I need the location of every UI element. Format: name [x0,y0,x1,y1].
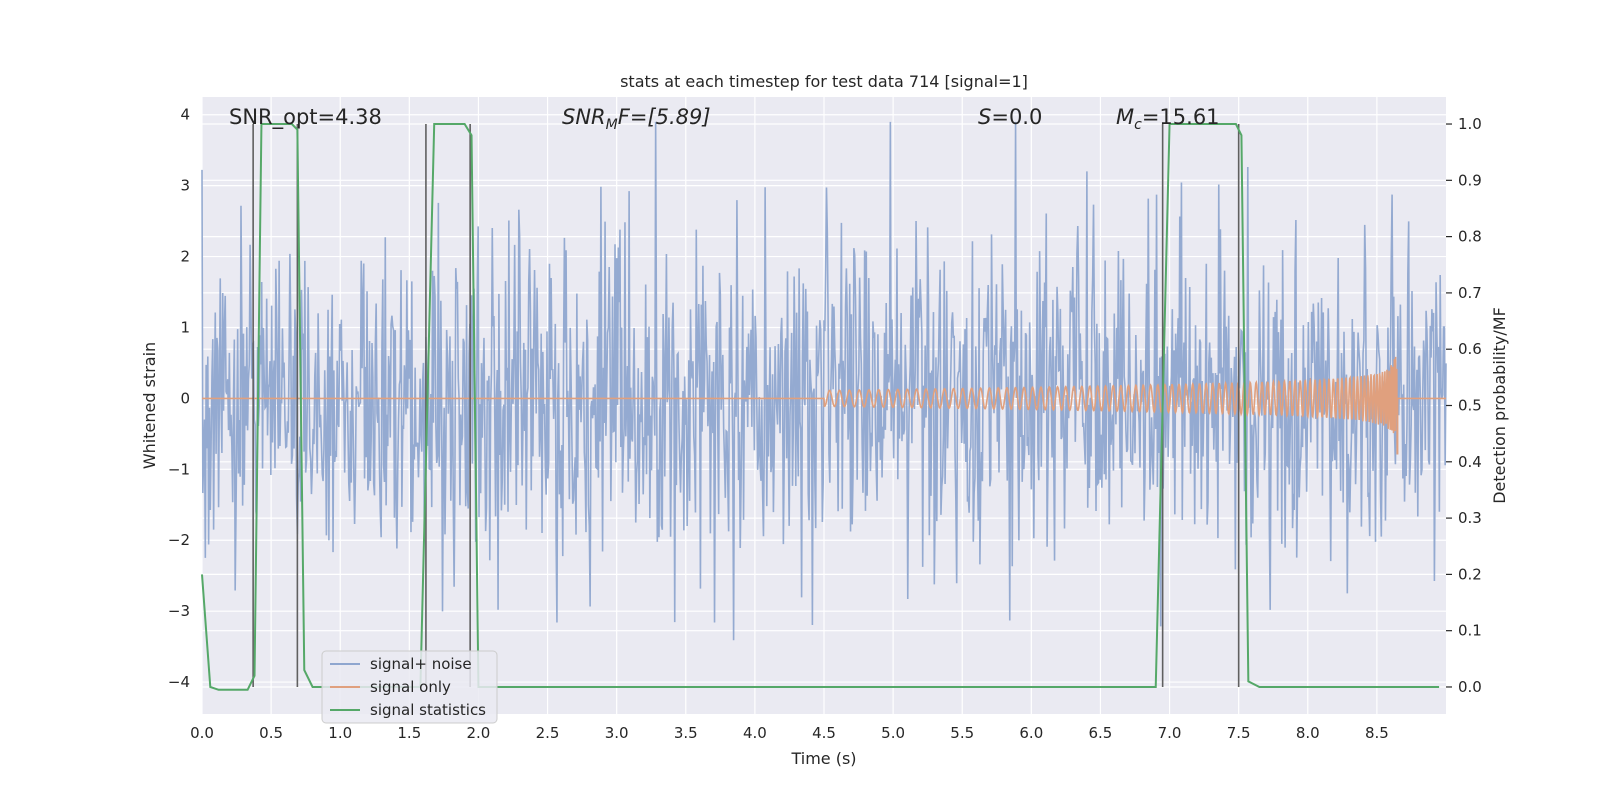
annotation-mc-sub: c [1134,117,1142,133]
annotation-snr-opt: SNR_opt=4.38 [229,105,382,130]
x-axis-ticks: 0.0 0.5 1.0 1.5 2.0 2.5 3.0 3.5 4.0 4.5 5.0 5.5 6.0 6… [190,724,1389,742]
y2-tick-label: 0.3 [1458,509,1482,527]
y2-tick-label: 0.9 [1458,171,1482,189]
y2-axis-ticks: 1.0 0.9 0.8 0.7 0.6 0.5 0.4 0.3 0.2 0.1 0.0 [1446,115,1482,696]
x-tick-label: 5.5 [950,724,974,742]
annotation-mc-rest: =15.61 [1142,105,1220,129]
x-tick-label: 1.5 [397,724,421,742]
annotation-snr-mf-rest: F=[5.89] [618,105,711,129]
y-tick-label: 4 [180,106,190,124]
x-tick-label: 3.0 [605,724,629,742]
x-tick-label: 6.5 [1089,724,1113,742]
legend-box [321,650,498,724]
y2-tick-label: 0.5 [1458,397,1482,415]
legend-label: signal only [370,678,451,696]
annotation-snr-mf-sub: M [606,117,618,133]
y2-tick-label: 0.0 [1458,678,1482,696]
legend-label: signal+ noise [370,655,472,673]
y2-tick-label: 0.7 [1458,284,1482,302]
x-tick-label: 8.0 [1296,724,1320,742]
x-axis-label: Time (s) [790,749,856,768]
x-tick-label: 8.5 [1365,724,1389,742]
y2-tick-label: 0.4 [1458,453,1482,471]
x-tick-label: 6.0 [1019,724,1043,742]
x-tick-label: 7.0 [1158,724,1182,742]
x-tick-label: 0.5 [259,724,283,742]
y-tick-label: 2 [180,248,190,266]
legend: signal+ noise signal only signal statist… [321,650,498,724]
x-tick-label: 4.5 [812,724,836,742]
x-tick-label: 5.0 [881,724,905,742]
y2-tick-label: 0.1 [1458,622,1482,640]
y-tick-label: 0 [180,389,190,407]
annotation-mc: Mc=15.61 [1116,105,1220,133]
x-tick-label: 3.5 [674,724,698,742]
y2-tick-label: 0.2 [1458,565,1482,583]
annotation-s: S=0.0 [978,105,1042,129]
x-tick-label: 1.0 [328,724,352,742]
chart-title: stats at each timestep for test data 714… [620,72,1028,91]
annotation-s-main: S [978,105,991,129]
legend-item-signal-statistics: signal statistics [330,701,486,719]
x-tick-label: 2.0 [467,724,491,742]
series-signal-statistics [201,123,1440,691]
legend-label: signal statistics [370,701,486,719]
signal-line [202,356,1446,455]
annotation-mc-main: M [1116,105,1134,129]
x-tick-label: 4.0 [743,724,767,742]
y2-axis-label: Detection probability/MF [1490,307,1509,504]
series-signal-only [202,356,1446,455]
y-tick-label: −3 [168,602,190,620]
y2-tick-label: 0.8 [1458,228,1482,246]
annotation-s-rest: =0.0 [991,105,1042,129]
annotation-snr-mf-main: SNR [562,105,606,129]
statistics-line [201,123,1440,691]
y-tick-label: −4 [168,673,190,691]
y2-tick-label: 1.0 [1458,115,1482,133]
legend-item-signal-only: signal only [330,678,451,696]
y-tick-label: −1 [168,460,190,478]
y2-tick-label: 0.6 [1458,340,1482,358]
x-tick-label: 2.5 [536,724,560,742]
x-tick-label: 7.5 [1227,724,1251,742]
y-tick-label: 3 [180,177,190,195]
annotation-snr-mf: SNRMF=[5.89] [562,105,711,133]
legend-item-signal-plus-noise: signal+ noise [330,655,472,673]
y-axis-ticks: 4 3 2 1 0 −1 −2 −3 −4 [168,106,190,691]
y-tick-label: −2 [168,531,190,549]
y-tick-label: 1 [180,318,190,336]
x-tick-label: 0.0 [190,724,214,742]
y-axis-label: Whitened strain [140,342,159,469]
